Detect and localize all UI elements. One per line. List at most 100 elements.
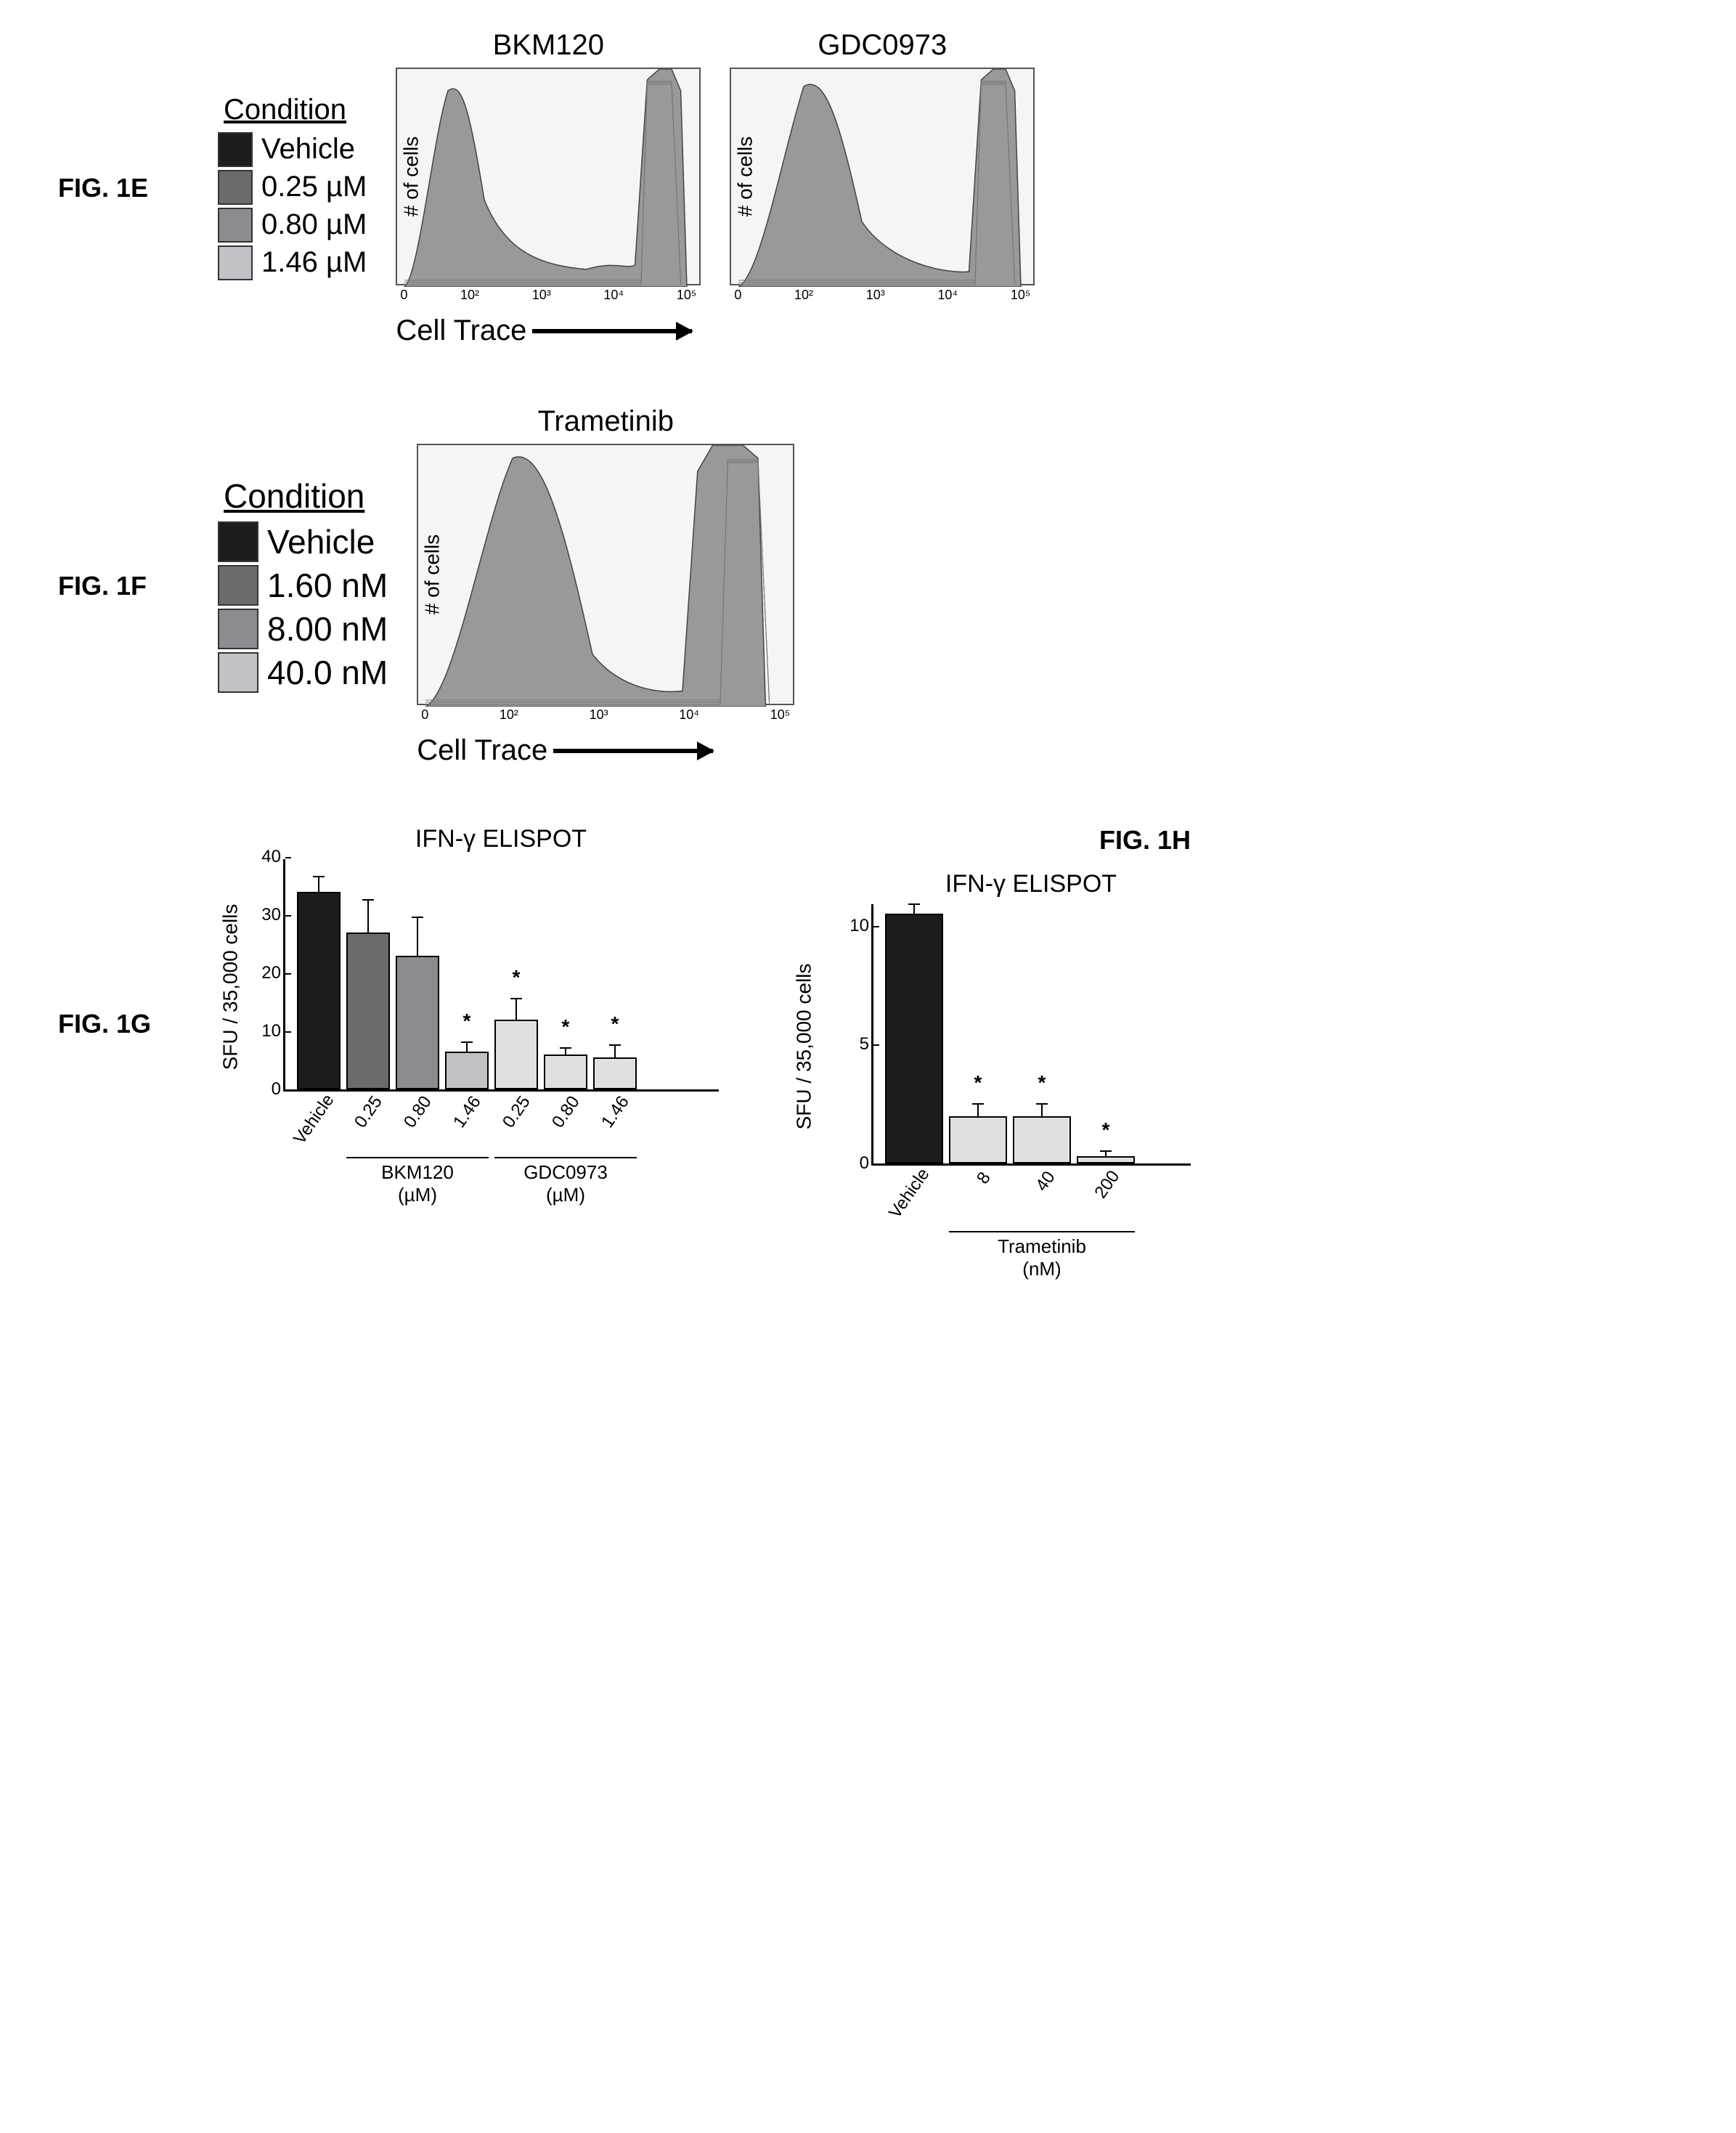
x-tick: 10⁴ bbox=[937, 288, 958, 303]
x-tick: 10⁵ bbox=[1011, 288, 1030, 303]
legend-swatch bbox=[218, 170, 253, 205]
bottom-row: FIG. 1G IFN-γ ELISPOT010203040SFU / 35,0… bbox=[29, 825, 1707, 1296]
x-axis-text: Cell Trace bbox=[417, 734, 547, 767]
x-category-label: 1.46 bbox=[449, 1092, 486, 1131]
fig-1e-row: FIG. 1E Condition Vehicle0.25 µM0.80 µM1… bbox=[29, 29, 1707, 347]
panel-title: BKM120 bbox=[493, 29, 604, 62]
significance-marker: * bbox=[513, 966, 521, 989]
y-tick: 20 bbox=[261, 963, 285, 983]
arrow-icon bbox=[532, 329, 692, 333]
bar: *0.25 bbox=[494, 1020, 538, 1089]
bar: *1.46 bbox=[593, 1057, 637, 1089]
x-category-label: 0.80 bbox=[548, 1092, 584, 1131]
error-bar bbox=[977, 1103, 979, 1118]
histogram-panel: GDC0973# of cells010²10³10⁴10⁵ bbox=[730, 29, 1035, 285]
y-tick: 0 bbox=[272, 1079, 285, 1100]
legend-item: 0.80 µM bbox=[218, 208, 367, 243]
plot-area: 010203040SFU / 35,000 cellsVehicle0.250.… bbox=[283, 859, 719, 1092]
fig-1f-row: FIG. 1F Condition Vehicle1.60 nM8.00 nM4… bbox=[29, 405, 1707, 767]
bar: *40 bbox=[1013, 1116, 1071, 1163]
y-axis-label: SFU / 35,000 cells bbox=[219, 904, 242, 1070]
y-axis-label: # of cells bbox=[420, 535, 444, 615]
y-tick: 0 bbox=[860, 1153, 873, 1174]
significance-marker: * bbox=[1038, 1071, 1046, 1094]
group-label: GDC0973 (µM) bbox=[494, 1161, 637, 1206]
x-category-label: Vehicle bbox=[290, 1091, 338, 1148]
error-bar bbox=[318, 876, 319, 893]
x-tick: 10⁴ bbox=[603, 288, 624, 303]
x-tick: 10³ bbox=[590, 707, 608, 723]
x-tick: 10² bbox=[500, 707, 518, 723]
x-tick: 10⁵ bbox=[677, 288, 696, 303]
arrow-icon bbox=[553, 749, 713, 753]
legend-item: 1.46 µM bbox=[218, 245, 367, 280]
x-tick: 0 bbox=[734, 288, 741, 303]
chart-title: IFN-γ ELISPOT bbox=[871, 870, 1191, 898]
legend-item: 0.25 µM bbox=[218, 170, 367, 205]
legend-item: Vehicle bbox=[218, 132, 367, 167]
x-category-label: 200 bbox=[1091, 1167, 1124, 1203]
x-category-label: 8 bbox=[973, 1169, 995, 1188]
significance-marker: * bbox=[463, 1009, 471, 1033]
x-tick: 0 bbox=[421, 707, 428, 723]
legend-swatch bbox=[218, 245, 253, 280]
error-bar bbox=[417, 917, 418, 957]
histogram-panel: BKM120 # of cells010²10³10⁴10⁵ bbox=[396, 29, 701, 285]
legend-swatch bbox=[218, 132, 253, 167]
error-bar bbox=[1105, 1150, 1107, 1158]
x-tick: 10⁵ bbox=[770, 707, 790, 723]
fig-1f-label: FIG. 1F bbox=[29, 571, 218, 601]
x-tick: 0 bbox=[400, 288, 407, 303]
bar: Vehicle bbox=[885, 914, 943, 1163]
legend-swatch bbox=[218, 208, 253, 243]
legend-swatch bbox=[218, 565, 258, 606]
legend-label: 1.60 nM bbox=[267, 566, 388, 605]
error-bar bbox=[913, 903, 915, 915]
legend-item: 1.60 nM bbox=[218, 565, 388, 606]
fig-1g-label: FIG. 1G bbox=[29, 1009, 218, 1039]
y-axis-label: # of cells bbox=[400, 137, 423, 217]
fig-1e-panels: BKM120# of cells010²10³10⁴10⁵GDC0973# of… bbox=[396, 29, 1035, 347]
bar: 0.25 bbox=[346, 933, 390, 1089]
x-category-label: 0.25 bbox=[499, 1092, 535, 1131]
x-category-label: Vehicle bbox=[885, 1165, 934, 1222]
legend-label: 1.46 µM bbox=[261, 246, 367, 279]
x-category-label: 40 bbox=[1032, 1168, 1059, 1195]
x-tick: 10³ bbox=[532, 288, 551, 303]
fig-1e-legend: Condition Vehicle0.25 µM0.80 µM1.46 µM bbox=[218, 94, 367, 283]
bar: *8 bbox=[949, 1116, 1007, 1163]
y-tick: 30 bbox=[261, 905, 285, 925]
chart-title: IFN-γ ELISPOT bbox=[283, 825, 719, 853]
x-tick: 10² bbox=[794, 288, 813, 303]
x-tick: 10² bbox=[460, 288, 479, 303]
legend-label: Vehicle bbox=[261, 133, 355, 166]
histogram-plot: # of cells010²10³10⁴10⁵ bbox=[730, 68, 1035, 285]
y-tick: 10 bbox=[849, 916, 873, 936]
legend-swatch bbox=[218, 521, 258, 562]
legend-swatch bbox=[218, 609, 258, 649]
error-bar bbox=[614, 1044, 616, 1059]
significance-marker: * bbox=[974, 1071, 982, 1094]
x-ticks: 0 10² 10³ 10⁴ 10⁵ bbox=[397, 288, 699, 303]
fig-1g-chart: IFN-γ ELISPOT 010203040SFU / 35,000 cells… bbox=[218, 825, 719, 1222]
legend-swatch bbox=[218, 652, 258, 693]
bar: *200 bbox=[1077, 1156, 1135, 1163]
x-axis-text: Cell Trace bbox=[396, 314, 526, 347]
y-tick: 5 bbox=[860, 1034, 873, 1055]
fig-1h-chart: IFN-γ ELISPOT0510SFU / 35,000 cellsVehic… bbox=[806, 870, 1191, 1296]
panel-title: Trametinib bbox=[537, 405, 673, 438]
histogram-plot: # of cells010²10³10⁴10⁵ bbox=[417, 444, 794, 705]
y-tick: 10 bbox=[261, 1021, 285, 1041]
bar: *1.46 bbox=[445, 1052, 489, 1089]
significance-marker: * bbox=[1102, 1118, 1110, 1142]
fig-1f-legend: Condition Vehicle1.60 nM8.00 nM40.0 nM bbox=[218, 476, 388, 696]
group-bracket bbox=[494, 1157, 637, 1158]
x-ticks: 010²10³10⁴10⁵ bbox=[731, 288, 1033, 303]
bar: *0.80 bbox=[544, 1055, 587, 1089]
histogram-plot: # of cells010²10³10⁴10⁵ bbox=[396, 68, 701, 285]
plot-area: 0510SFU / 35,000 cellsVehicle*8*40*200Tr… bbox=[871, 904, 1191, 1166]
legend-label: 8.00 nM bbox=[267, 609, 388, 649]
significance-marker: * bbox=[611, 1012, 619, 1036]
legend-label: 0.25 µM bbox=[261, 171, 367, 203]
x-category-label: 0.80 bbox=[400, 1092, 436, 1131]
